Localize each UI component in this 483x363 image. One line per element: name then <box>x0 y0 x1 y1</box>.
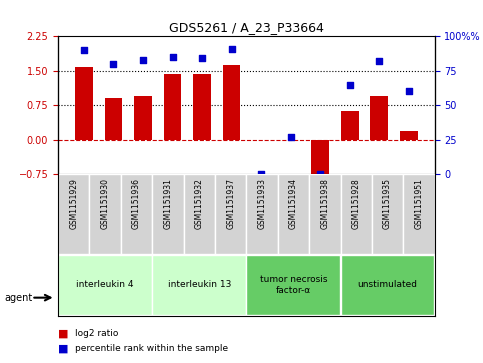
FancyBboxPatch shape <box>246 255 340 315</box>
Bar <box>341 111 358 140</box>
Point <box>405 89 412 94</box>
Text: agent: agent <box>5 293 33 303</box>
Bar <box>370 96 388 140</box>
Text: GSM1151937: GSM1151937 <box>226 178 235 229</box>
Text: tumor necrosis
factor-α: tumor necrosis factor-α <box>260 275 327 295</box>
FancyBboxPatch shape <box>89 174 121 254</box>
Text: percentile rank within the sample: percentile rank within the sample <box>75 344 228 353</box>
FancyBboxPatch shape <box>121 174 152 254</box>
Bar <box>193 74 211 140</box>
FancyBboxPatch shape <box>58 174 89 254</box>
Point <box>80 47 88 53</box>
Text: GSM1151936: GSM1151936 <box>132 178 141 229</box>
Point <box>257 171 265 177</box>
Text: GSM1151932: GSM1151932 <box>195 178 204 229</box>
Bar <box>105 98 122 140</box>
Point <box>346 82 354 87</box>
Bar <box>311 140 329 183</box>
Text: GSM1151928: GSM1151928 <box>352 178 361 229</box>
FancyBboxPatch shape <box>341 255 434 315</box>
FancyBboxPatch shape <box>246 174 278 254</box>
Text: interleukin 13: interleukin 13 <box>168 281 231 289</box>
Point <box>139 57 147 63</box>
Text: log2 ratio: log2 ratio <box>75 330 118 338</box>
Text: GSM1151935: GSM1151935 <box>383 178 392 229</box>
Text: ■: ■ <box>58 329 69 339</box>
Point <box>227 46 235 52</box>
Point <box>375 58 383 64</box>
Text: GSM1151931: GSM1151931 <box>163 178 172 229</box>
Text: GSM1151933: GSM1151933 <box>257 178 267 229</box>
Bar <box>400 131 418 140</box>
Text: GSM1151934: GSM1151934 <box>289 178 298 229</box>
Point <box>169 54 176 60</box>
Point <box>316 171 324 177</box>
Point <box>287 134 295 140</box>
Text: ■: ■ <box>58 343 69 354</box>
Text: interleukin 4: interleukin 4 <box>76 281 134 289</box>
Point <box>110 61 117 67</box>
Bar <box>75 67 93 140</box>
Text: GSM1151951: GSM1151951 <box>414 178 424 229</box>
Text: GSM1151938: GSM1151938 <box>320 178 329 229</box>
FancyBboxPatch shape <box>278 174 309 254</box>
FancyBboxPatch shape <box>152 174 184 254</box>
Title: GDS5261 / A_23_P33664: GDS5261 / A_23_P33664 <box>169 21 324 34</box>
FancyBboxPatch shape <box>152 255 246 315</box>
Bar <box>134 96 152 140</box>
Point <box>198 56 206 61</box>
Bar <box>164 74 182 140</box>
FancyBboxPatch shape <box>341 174 372 254</box>
FancyBboxPatch shape <box>215 174 246 254</box>
FancyBboxPatch shape <box>184 174 215 254</box>
FancyBboxPatch shape <box>403 174 435 254</box>
Text: unstimulated: unstimulated <box>357 281 418 289</box>
Text: GSM1151929: GSM1151929 <box>69 178 78 229</box>
Bar <box>223 65 241 140</box>
FancyBboxPatch shape <box>372 174 403 254</box>
FancyBboxPatch shape <box>58 255 152 315</box>
FancyBboxPatch shape <box>309 174 341 254</box>
Text: GSM1151930: GSM1151930 <box>100 178 110 229</box>
